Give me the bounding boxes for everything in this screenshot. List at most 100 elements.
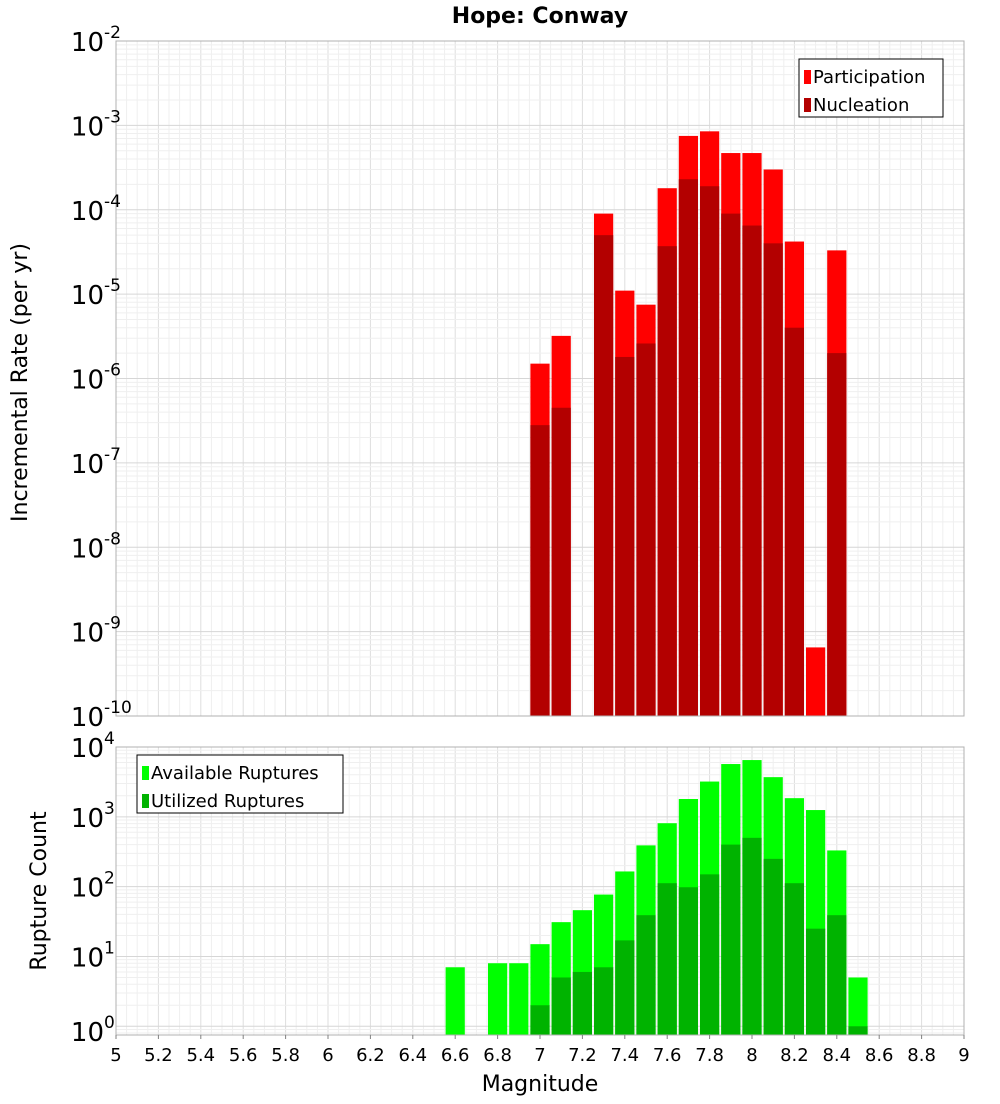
y-tick-exponent: -7 — [104, 445, 121, 465]
bar-nucleation — [721, 213, 741, 717]
legend-label: Nucleation — [813, 95, 909, 116]
chart-title: Hope: Conway — [452, 4, 628, 29]
x-tick-label: 7.4 — [610, 1045, 639, 1066]
y-axis-label-bottom: Rupture Count — [27, 811, 52, 971]
x-tick-label: 5 — [110, 1045, 121, 1066]
y-tick-label: 10 3 — [71, 799, 115, 834]
y-tick-label: 10 2 — [71, 869, 115, 904]
bar-nucleation — [636, 343, 656, 716]
x-tick-label: 5.4 — [186, 1045, 215, 1066]
y-tick-base: 10 — [71, 197, 104, 227]
x-tick-label: 5.2 — [144, 1045, 173, 1066]
x-tick-label: 6.6 — [441, 1045, 470, 1066]
y-tick-exponent: 4 — [104, 729, 115, 749]
x-tick-label: 7.2 — [568, 1045, 597, 1066]
y-tick-exponent: 1 — [104, 938, 115, 958]
y-tick-exponent: 3 — [104, 799, 115, 819]
x-tick-label: 8 — [746, 1045, 757, 1066]
bar-nucleation — [742, 225, 762, 716]
x-tick-label: 6.2 — [356, 1045, 385, 1066]
y-tick-label: 10 0 — [71, 1013, 115, 1048]
bar-utilized-ruptures — [763, 858, 783, 1035]
legend-swatch — [804, 70, 811, 84]
x-tick-label: 7.8 — [695, 1045, 724, 1066]
y-axis-label-top: Incremental Rate (per yr) — [8, 243, 33, 522]
legend-swatch — [142, 794, 149, 808]
legend-label: Participation — [813, 67, 925, 88]
y-tick-base: 10 — [71, 112, 104, 142]
y-tick-label: 10 4 — [71, 729, 115, 764]
bar-available-ruptures — [848, 977, 868, 1035]
y-tick-label: 10 -10 — [71, 698, 132, 733]
y-tick-base: 10 — [71, 734, 104, 764]
y-tick-base: 10 — [71, 534, 104, 564]
y-tick-exponent: -10 — [104, 698, 132, 718]
bars-panel-1 — [530, 131, 847, 717]
y-tick-exponent: -5 — [104, 276, 121, 296]
bar-utilized-ruptures — [636, 915, 656, 1035]
bar-utilized-ruptures — [657, 883, 677, 1035]
legend-swatch — [142, 766, 149, 780]
bar-nucleation — [827, 353, 847, 716]
y-tick-base: 10 — [71, 1018, 104, 1048]
bar-participation — [806, 647, 826, 716]
y-tick-base: 10 — [71, 874, 104, 904]
x-tick-label: 7.6 — [653, 1045, 682, 1066]
legend-box — [798, 58, 944, 118]
legend-swatch — [804, 98, 811, 112]
y-tick-label: 10 -6 — [71, 361, 121, 396]
bar-utilized-ruptures — [806, 928, 826, 1035]
bar-utilized-ruptures — [742, 837, 762, 1035]
y-tick-base: 10 — [71, 804, 104, 834]
legend-label: Utilized Ruptures — [151, 791, 304, 812]
bar-nucleation — [784, 327, 804, 716]
x-tick-label: 5.6 — [229, 1045, 258, 1066]
x-axis-label: Magnitude — [482, 1072, 599, 1097]
x-tick-label: 9 — [958, 1045, 969, 1066]
bar-nucleation — [615, 356, 635, 716]
y-tick-exponent: -4 — [104, 192, 121, 212]
legend-box — [136, 754, 344, 814]
y-tick-exponent: -2 — [104, 23, 121, 43]
legend-bottom: Available Ruptures Utilized Ruptures — [136, 754, 344, 814]
y-tick-label: 10 -7 — [71, 445, 121, 480]
y-tick-base: 10 — [71, 703, 104, 733]
y-tick-label: 10 -8 — [71, 529, 121, 564]
x-tick-label: 8.2 — [780, 1045, 809, 1066]
legend-top: Participation Nucleation — [798, 58, 944, 118]
bar-nucleation — [551, 407, 571, 716]
bar-nucleation — [700, 186, 720, 716]
y-tick-exponent: -3 — [104, 107, 121, 127]
y-tick-base: 10 — [71, 281, 104, 311]
bar-utilized-ruptures — [530, 1005, 550, 1035]
bar-utilized-ruptures — [721, 844, 741, 1035]
bar-nucleation — [678, 179, 698, 716]
y-tick-base: 10 — [71, 366, 104, 396]
bar-nucleation — [763, 243, 783, 717]
bar-utilized-ruptures — [594, 967, 614, 1035]
bars-panel-2 — [445, 760, 868, 1035]
bar-available-ruptures — [509, 963, 529, 1035]
bar-available-ruptures — [488, 963, 508, 1035]
bar-available-ruptures — [445, 967, 465, 1035]
legend-label: Available Ruptures — [151, 763, 319, 784]
x-tick-label: 8.6 — [865, 1045, 894, 1066]
x-tick-label: 6.4 — [398, 1045, 427, 1066]
y-tick-base: 10 — [71, 450, 104, 480]
bar-utilized-ruptures — [572, 971, 592, 1035]
y-tick-label: 10 -2 — [71, 23, 121, 58]
bar-nucleation — [530, 425, 550, 716]
plot-area-top — [115, 40, 965, 717]
bar-utilized-ruptures — [615, 940, 635, 1035]
bar-utilized-ruptures — [784, 883, 804, 1035]
bar-nucleation — [657, 246, 677, 716]
x-tick-label: 6.8 — [483, 1045, 512, 1066]
y-tick-exponent: -6 — [104, 361, 121, 381]
bar-utilized-ruptures — [551, 977, 571, 1035]
y-tick-exponent: 0 — [104, 1013, 115, 1033]
x-tick-label: 8.4 — [822, 1045, 851, 1066]
y-tick-label: 10 -5 — [71, 276, 121, 311]
y-tick-exponent: -8 — [104, 529, 121, 549]
